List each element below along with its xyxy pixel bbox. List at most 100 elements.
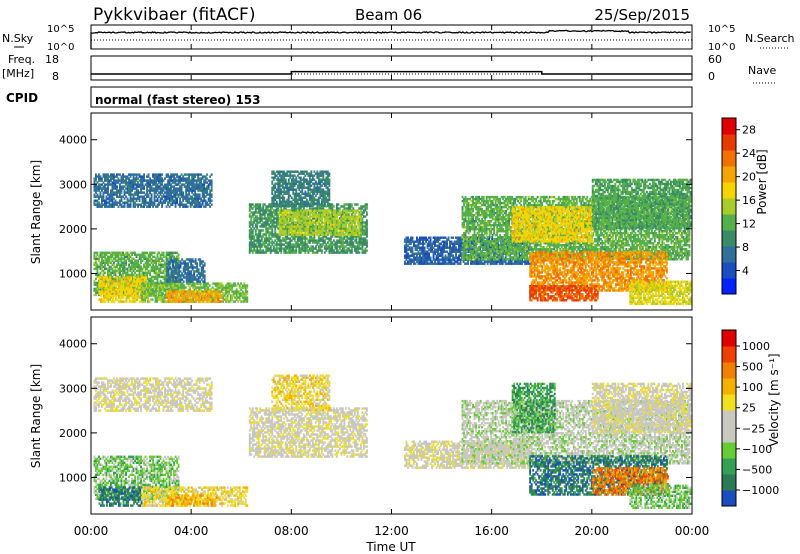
data-cell <box>220 300 222 302</box>
data-cell <box>161 173 163 175</box>
nsky-label: N.Sky <box>2 32 34 45</box>
freq-label-top: Freq. <box>8 53 35 66</box>
noise-left-tick-top: 10^5 <box>47 24 74 35</box>
data-cell <box>196 262 198 264</box>
data-cell <box>183 280 185 282</box>
data-cell <box>211 179 213 181</box>
data-cell <box>211 196 213 198</box>
data-cell <box>333 205 335 207</box>
data-cell <box>204 274 206 276</box>
nsky-trace <box>91 30 691 49</box>
data-cell <box>104 272 106 274</box>
data-cell <box>337 203 339 205</box>
data-cell <box>204 270 206 272</box>
noise-right-tick-bottom: 10^0 <box>708 42 735 53</box>
date-title: 25/Sep/2015 <box>594 6 690 24</box>
data-cell <box>205 196 207 198</box>
data-cell <box>178 254 180 256</box>
freq-label-bottom: [MHz] <box>2 67 34 80</box>
data-cell <box>211 200 213 202</box>
data-cell <box>355 237 357 239</box>
data-cell <box>148 266 150 268</box>
data-cell <box>195 258 197 260</box>
data-cell <box>246 296 248 298</box>
data-cell <box>366 239 368 241</box>
data-cell <box>357 203 359 205</box>
data-cell <box>130 276 132 278</box>
data-cell <box>211 300 213 302</box>
nave-tick-top: 60 <box>708 53 722 66</box>
data-cell <box>246 290 248 292</box>
data-cell <box>138 276 140 278</box>
data-cell <box>366 211 368 213</box>
data-cell <box>220 294 222 296</box>
data-cell <box>163 252 165 254</box>
data-cell <box>151 196 153 198</box>
data-cell <box>106 276 108 278</box>
data-cell <box>97 264 99 266</box>
data-cell <box>307 230 309 232</box>
data-cell <box>97 252 99 254</box>
nsearch-label: N.Search <box>745 32 795 45</box>
data-cell <box>204 262 206 264</box>
data-cell <box>321 249 323 251</box>
data-cell <box>117 278 119 280</box>
data-cell <box>152 298 154 300</box>
noise-right-tick-top: 10^5 <box>708 24 735 35</box>
data-cell <box>185 286 187 288</box>
data-cell <box>209 284 211 286</box>
data-cell <box>246 284 248 286</box>
data-cell <box>148 173 150 175</box>
data-cell <box>187 206 189 208</box>
nave-tick-bottom: 0 <box>708 70 715 83</box>
data-cell <box>116 185 118 187</box>
data-cell <box>109 276 111 278</box>
nave-label: Nave <box>748 64 776 77</box>
data-cell <box>322 234 324 236</box>
data-cell <box>206 173 208 175</box>
data-cell <box>117 276 119 278</box>
data-cell <box>262 229 264 231</box>
data-cell <box>97 193 99 195</box>
data-cell <box>366 219 368 221</box>
data-cell <box>346 210 348 212</box>
data-cell <box>330 237 332 239</box>
data-cell <box>204 278 206 280</box>
data-cell <box>261 237 263 239</box>
data-cell <box>358 251 360 253</box>
data-cell <box>352 207 354 209</box>
data-cell <box>184 290 186 292</box>
data-cell <box>182 191 184 193</box>
freq-trace <box>91 72 692 74</box>
beam-title: Beam 06 <box>355 6 422 24</box>
data-cell <box>259 203 261 205</box>
data-cell <box>192 300 194 302</box>
cpid-label: CPID <box>6 91 38 105</box>
data-cell <box>198 268 200 270</box>
data-cell <box>177 258 179 260</box>
freq-tick-top: 18 <box>45 53 59 66</box>
data-cell <box>199 193 201 195</box>
data-cell <box>145 278 147 280</box>
data-cell <box>366 249 368 251</box>
data-cell <box>366 203 368 205</box>
station-title: Pykkvibaer (fitACF) <box>93 5 255 25</box>
data-cell <box>294 237 296 239</box>
noise-left-tick-bottom: 10^0 <box>47 42 74 53</box>
data-cell <box>151 193 153 195</box>
data-cell <box>145 276 147 278</box>
data-cell <box>285 230 287 232</box>
freq-tick-bottom: 8 <box>52 70 59 83</box>
data-cell <box>103 196 105 198</box>
power-cells <box>94 171 692 306</box>
data-cell <box>211 173 213 175</box>
cpid-value: normal (fast stereo) 153 <box>95 93 261 107</box>
data-cell <box>135 276 137 278</box>
data-cell <box>211 193 213 195</box>
data-cell <box>169 278 171 280</box>
data-cell <box>211 204 213 206</box>
data-cell <box>143 173 145 175</box>
data-cell <box>301 230 303 232</box>
